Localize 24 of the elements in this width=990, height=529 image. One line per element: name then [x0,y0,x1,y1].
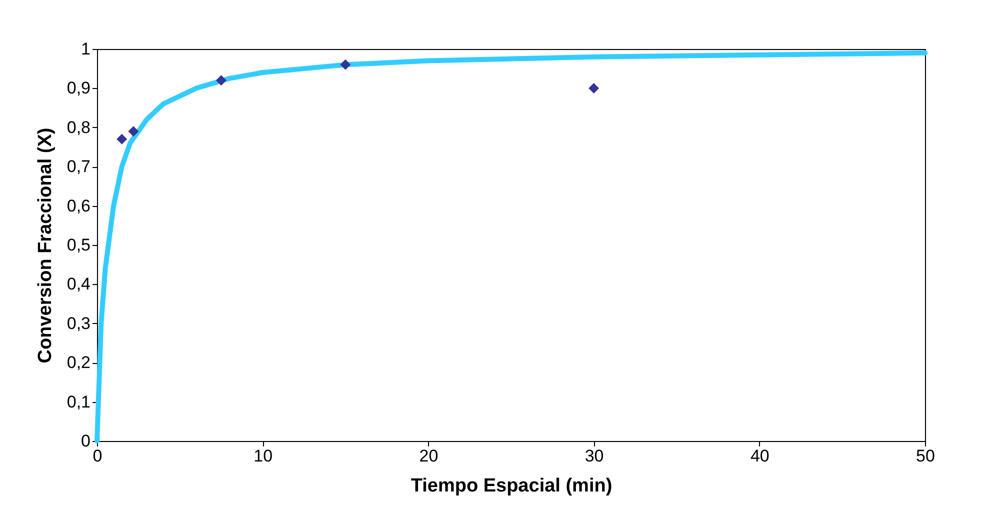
x-axis-title: Tiempo Espacial (min) [410,476,612,496]
y-tick-label: 0,5 [66,236,90,254]
y-tick-label: 0,4 [66,274,90,294]
x-tick-label: 30 [584,446,604,466]
point [216,75,226,86]
x-tick-label: 50 [916,446,935,466]
y-tick-label: 0,9 [66,78,90,98]
y-tick-label: 0,2 [66,353,90,372]
point [340,59,351,70]
x-tick-label: 10 [254,446,273,466]
point [588,82,600,94]
x-tick-label: 0 [92,446,102,466]
y-tick-label: 0,7 [66,157,90,176]
y-tick-label: 1 [81,40,90,58]
y-tick-label: 0,6 [66,196,90,216]
y-tick-label: 0,8 [66,118,90,137]
x-tick-label: 40 [750,446,770,466]
x-tick-label: 20 [419,446,438,466]
point [116,134,128,144]
y-tick-label: 0,1 [66,392,90,412]
point [128,126,139,137]
y-tick-label: 0 [81,432,90,450]
y-axis-title: Conversion Fraccional (X) [34,128,56,364]
y-tick-label: 0,3 [66,314,90,333]
